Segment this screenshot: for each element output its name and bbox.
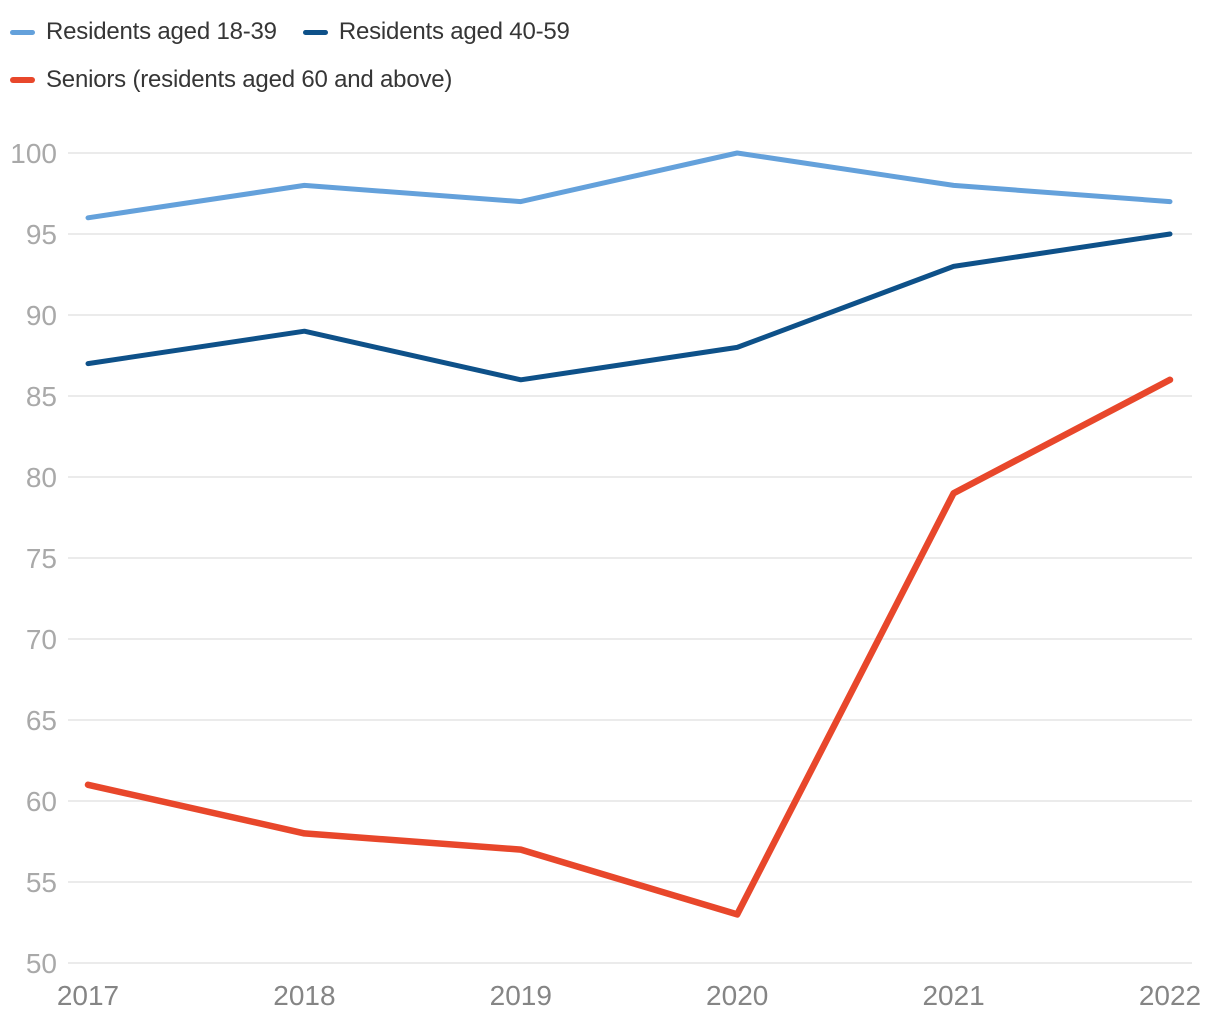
legend-swatch xyxy=(302,29,328,35)
y-tick-label: 70 xyxy=(26,624,57,655)
series-line xyxy=(84,376,1174,918)
y-tick-label: 90 xyxy=(26,300,57,331)
x-axis-labels: 2017 2018 2019 2020 2021 2022 xyxy=(57,980,1201,1011)
x-tick-label: 2018 xyxy=(273,980,335,1011)
x-tick-label: 2021 xyxy=(922,980,984,1011)
series-lines xyxy=(84,150,1174,918)
y-tick-label: 85 xyxy=(26,381,57,412)
y-axis-labels: 50 55 60 65 70 75 80 85 90 95 100 xyxy=(10,138,57,979)
y-tick-label: 75 xyxy=(26,543,57,574)
y-tick-label: 50 xyxy=(26,948,57,979)
y-tick-label: 55 xyxy=(26,867,57,898)
legend-row-2: Seniors (residents aged 60 and above) xyxy=(10,56,596,104)
legend: Residents aged 18-39 Residents aged 40-5… xyxy=(10,8,596,104)
x-tick-label: 2017 xyxy=(57,980,119,1011)
series-line xyxy=(85,231,1173,383)
y-tick-label: 65 xyxy=(26,705,57,736)
x-tick-label: 2020 xyxy=(706,980,768,1011)
legend-label-seniors: Seniors (residents aged 60 and above) xyxy=(46,66,453,93)
x-tick-label: 2019 xyxy=(490,980,552,1011)
legend-swatch xyxy=(10,77,35,83)
legend-item-aged-18-39: Residents aged 18-39 xyxy=(10,18,277,46)
y-tick-label: 95 xyxy=(26,219,57,250)
legend-swatch xyxy=(10,29,35,35)
legend-item-aged-40-59: Residents aged 40-59 xyxy=(302,18,570,46)
legend-label-aged-18-39: Residents aged 18-39 xyxy=(46,18,277,45)
legend-row-1: Residents aged 18-39 Residents aged 40-5… xyxy=(10,8,596,56)
y-tick-label: 80 xyxy=(26,462,57,493)
series-line xyxy=(85,150,1173,221)
y-tick-label: 60 xyxy=(26,786,57,817)
legend-item-seniors: Seniors (residents aged 60 and above) xyxy=(10,66,452,94)
x-tick-label: 2022 xyxy=(1139,980,1201,1011)
gridlines-group xyxy=(68,152,1192,964)
legend-label-aged-40-59: Residents aged 40-59 xyxy=(338,18,570,45)
y-tick-label: 100 xyxy=(10,138,57,169)
